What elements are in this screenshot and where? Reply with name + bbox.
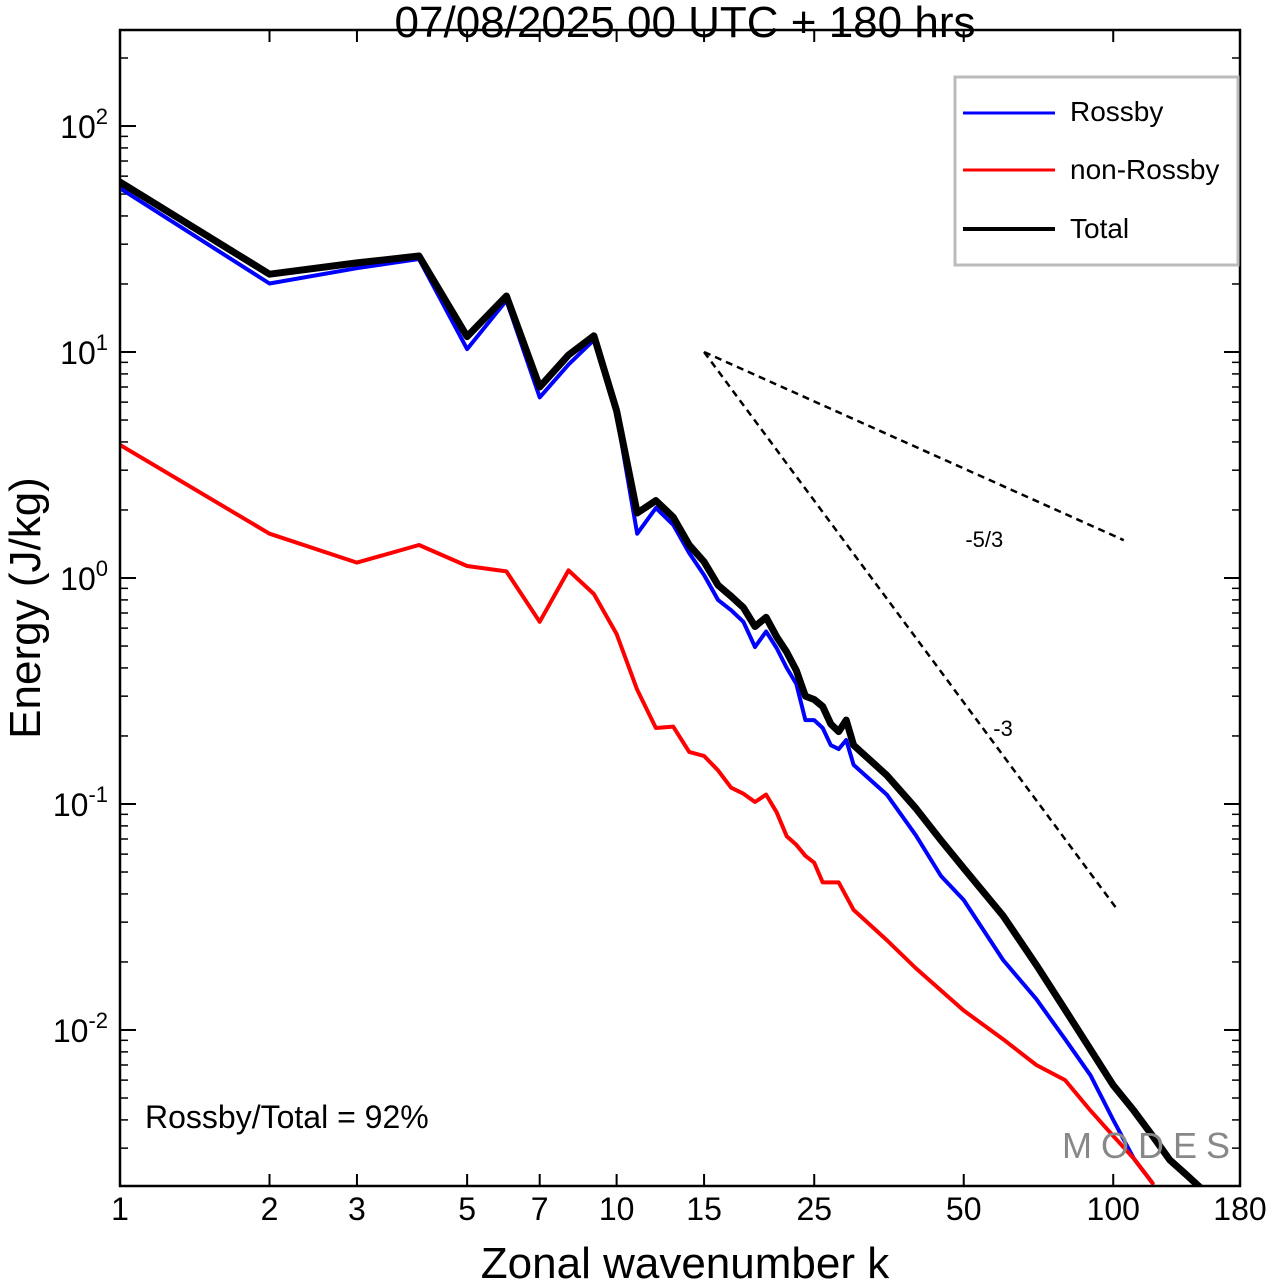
modes-watermark: MODES [1062, 1125, 1239, 1166]
reference-lines: -5/3 -3 [703, 350, 1125, 911]
reference-slope-label: -3 [993, 716, 1013, 741]
series-lines [120, 178, 1204, 1186]
y-tick-label: 10-1 [53, 782, 108, 823]
series-line-total [120, 178, 1204, 1186]
x-tick-label: 25 [796, 1191, 832, 1227]
axis-ticks: 1 2 3 5 7 10 15 25 50 100 180 102 101 100 10-1 10-2 [53, 30, 1267, 1227]
rossby-ratio-annotation: Rossby/Total = 92% [145, 1099, 429, 1135]
legend-label-rossby: Rossby [1070, 96, 1163, 127]
chart-title: 07/08/2025 00 UTC + 180 hrs [395, 0, 976, 47]
x-tick-label: 100 [1087, 1191, 1140, 1227]
x-tick-label: 15 [686, 1191, 722, 1227]
legend-label-non-rossby: non-Rossby [1070, 154, 1219, 185]
y-axis-label: Energy (J/kg) [1, 477, 50, 739]
legend-label-total: Total [1070, 213, 1129, 244]
y-tick-label: 100 [60, 556, 108, 597]
y-tick-label: 10-2 [53, 1008, 108, 1049]
y-tick-label: 101 [60, 330, 108, 371]
series-line-rossby [120, 186, 1155, 1186]
x-tick-label: 180 [1213, 1191, 1266, 1227]
reference-slope-line [703, 350, 1125, 542]
x-tick-label: 1 [111, 1191, 129, 1227]
series-line-non-rossby [120, 442, 1155, 1186]
x-tick-label: 7 [531, 1191, 549, 1227]
x-tick-label: 3 [348, 1191, 366, 1227]
x-axis-label: Zonal wavenumber k [481, 1239, 890, 1281]
x-tick-label: 50 [946, 1191, 982, 1227]
plot-frame [118, 28, 1242, 1188]
reference-slope-label: -5/3 [965, 527, 1003, 552]
reference-slope-line [703, 351, 1119, 911]
x-tick-label: 2 [261, 1191, 279, 1227]
x-tick-label: 5 [458, 1191, 476, 1227]
x-tick-label: 10 [599, 1191, 635, 1227]
y-tick-label: 102 [60, 104, 108, 145]
legend: Rossby non-Rossby Total [953, 75, 1240, 267]
